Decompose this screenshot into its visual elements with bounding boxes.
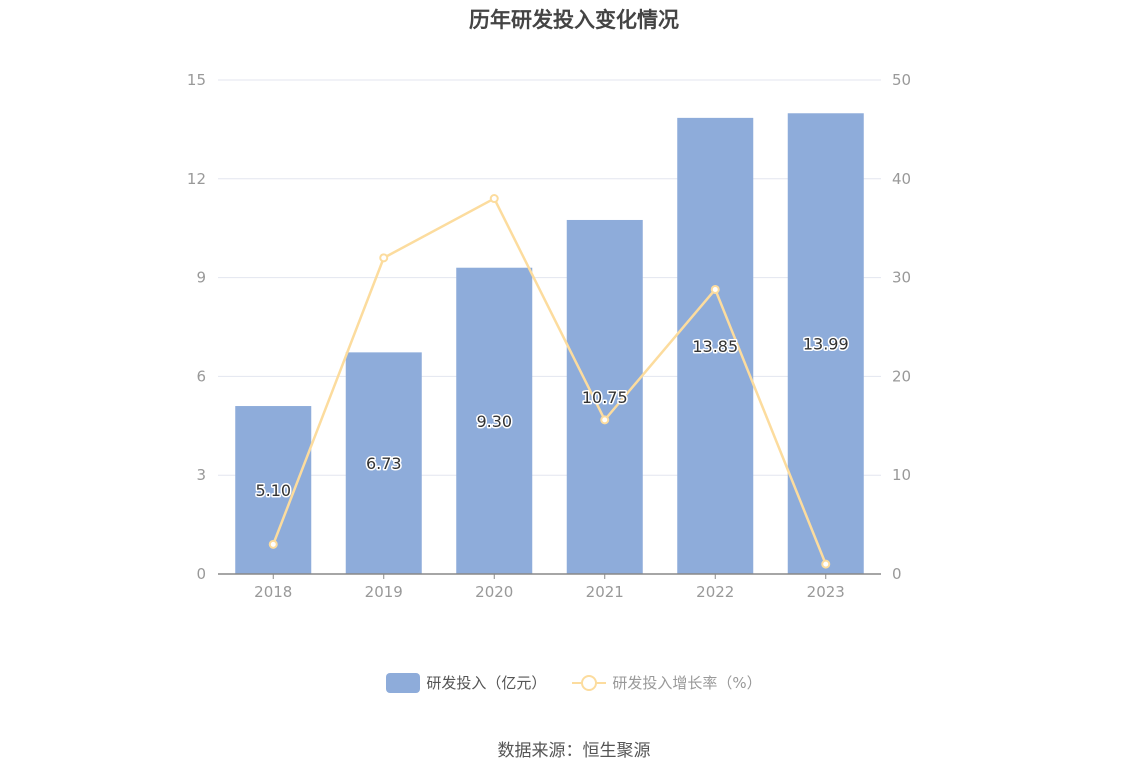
bar bbox=[456, 267, 533, 574]
y-left-tick-label: 9 bbox=[196, 269, 206, 287]
growth-point bbox=[268, 539, 278, 549]
growth-point bbox=[489, 194, 499, 204]
x-tick-label: 2021 bbox=[586, 583, 624, 601]
legend: 研发投入（亿元） 研发投入增长率（%） bbox=[0, 672, 1148, 693]
bar-value-label: 13.99 bbox=[803, 335, 849, 354]
y-left-tick-label: 0 bbox=[196, 565, 206, 583]
legend-item-bar[interactable]: 研发投入（亿元） bbox=[386, 672, 546, 693]
bar bbox=[566, 219, 643, 574]
y-right-tick-label: 10 bbox=[892, 466, 911, 484]
legend-line-swatch bbox=[572, 673, 607, 693]
legend-item-line[interactable]: 研发投入增长率（%） bbox=[572, 672, 762, 693]
y-left-tick-label: 12 bbox=[187, 170, 206, 188]
bar bbox=[787, 113, 864, 574]
y-right-tick-label: 30 bbox=[892, 269, 911, 287]
legend-bar-label: 研发投入（亿元） bbox=[426, 674, 547, 692]
growth-point bbox=[379, 253, 389, 263]
bar-value-label: 5.10 bbox=[255, 481, 291, 500]
data-source: 数据来源：恒生聚源 bbox=[497, 741, 651, 761]
bar bbox=[345, 352, 422, 574]
bar-value-label: 9.30 bbox=[476, 412, 512, 431]
y-left-tick-label: 3 bbox=[196, 466, 206, 484]
growth-point bbox=[600, 415, 610, 425]
x-tick-label: 2023 bbox=[807, 583, 845, 601]
x-tick-label: 2020 bbox=[475, 583, 513, 601]
x-tick-label: 2019 bbox=[365, 583, 403, 601]
y-right-tick-label: 20 bbox=[892, 367, 911, 385]
y-right-tick-label: 50 bbox=[892, 71, 911, 89]
growth-point bbox=[710, 284, 720, 294]
growth-line bbox=[272, 197, 827, 565]
chart-title: 历年研发投入变化情况 bbox=[469, 8, 679, 32]
x-tick-label: 2022 bbox=[696, 583, 734, 601]
bar-value-label: 6.73 bbox=[366, 454, 402, 473]
y-right-tick-label: 40 bbox=[892, 170, 911, 188]
bar-value-label: 10.75 bbox=[582, 388, 628, 407]
combo-chart: 0 3 6 9 12 15 0 10 20 30 40 50 2018 2019 2020 2021 2022 2… bbox=[187, 71, 911, 601]
growth-point bbox=[821, 559, 831, 569]
y-left-tick-label: 6 bbox=[196, 367, 206, 385]
legend-line-label: 研发投入增长率（%） bbox=[612, 674, 762, 692]
legend-bar-swatch bbox=[386, 672, 421, 693]
x-tick-label: 2018 bbox=[254, 583, 292, 601]
y-right-tick-label: 0 bbox=[892, 565, 902, 583]
y-left-tick-label: 15 bbox=[187, 71, 206, 89]
bar-value-label: 13.85 bbox=[692, 337, 738, 356]
bar bbox=[677, 117, 754, 574]
